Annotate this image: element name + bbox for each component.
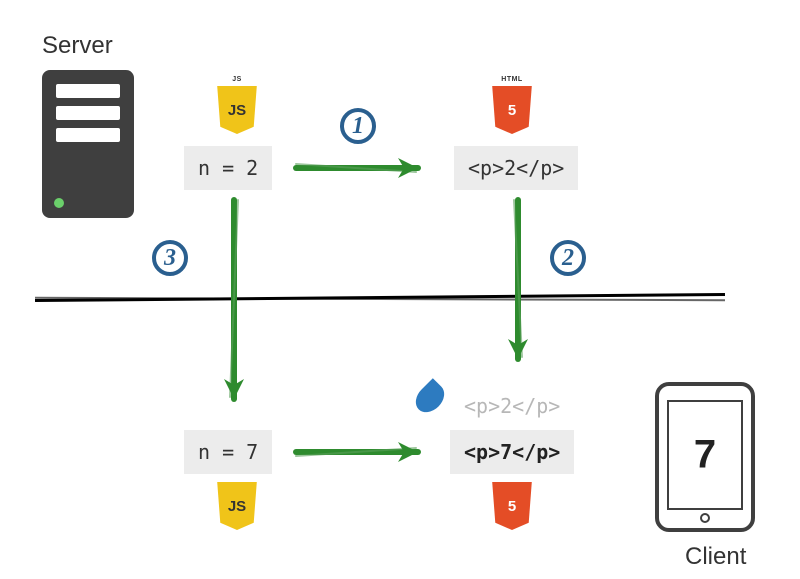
phone-icon: 7 — [655, 382, 755, 532]
js-logo-top: JS JS — [215, 86, 259, 134]
arrow-rerender — [288, 432, 448, 472]
step-number-2: 2 — [550, 240, 586, 276]
html-logo-bottom: 5 — [490, 482, 534, 530]
arrow-step-1 — [288, 148, 448, 188]
client-label: Client — [685, 543, 746, 571]
html-logo-top: HTML 5 — [490, 86, 534, 134]
step-number-3: 3 — [152, 240, 188, 276]
code-bottom-left: n = 7 — [184, 430, 272, 474]
code-bottom-right: <p>7</p> — [450, 430, 574, 474]
server-icon — [42, 70, 134, 218]
code-ghost-old: <p>2</p> — [464, 394, 560, 418]
step-number-1: 1 — [340, 108, 376, 144]
code-top-left: n = 2 — [184, 146, 272, 190]
code-top-right: <p>2</p> — [454, 146, 578, 190]
divider-line — [35, 293, 725, 302]
arrow-step-3 — [214, 194, 254, 424]
hydration-drop-icon — [410, 378, 450, 418]
server-label: Server — [42, 32, 113, 60]
js-logo-bottom: JS — [215, 482, 259, 530]
phone-display-digit: 7 — [694, 433, 716, 478]
arrow-step-2 — [498, 194, 538, 384]
